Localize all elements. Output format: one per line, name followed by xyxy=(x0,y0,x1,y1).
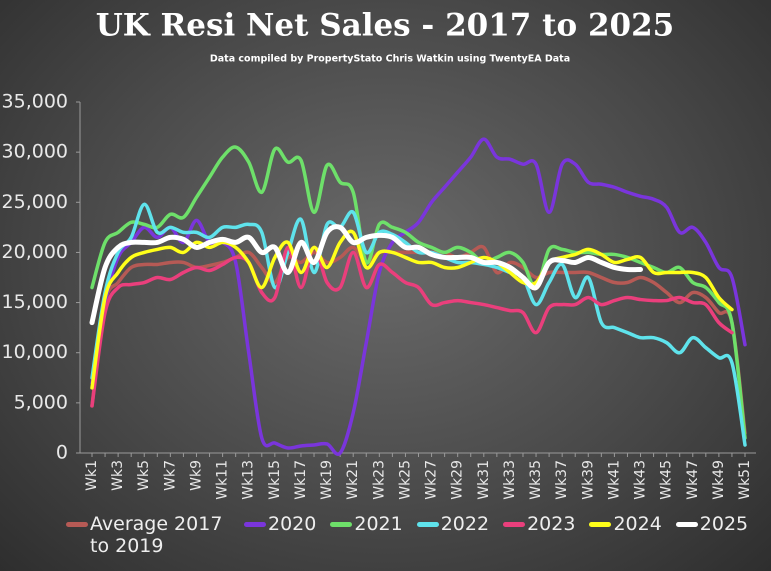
x-tick-label: Wk1 xyxy=(84,460,100,491)
legend-swatch xyxy=(330,522,353,527)
x-tick-label: Wk51 xyxy=(737,460,753,500)
x-tick-label: Wk13 xyxy=(241,460,257,500)
x-tick-label: Wk23 xyxy=(371,460,387,500)
y-tick-label: 25,000 xyxy=(2,191,68,213)
series-line xyxy=(90,245,734,408)
y-tick-label: 15,000 xyxy=(2,291,68,313)
legend-item: Average 2017 to 2019 xyxy=(66,513,230,557)
series-line xyxy=(90,145,747,440)
legend-item: 2024 xyxy=(589,513,662,535)
x-tick-label: Wk11 xyxy=(215,460,231,500)
y-tick-label: 5,000 xyxy=(14,391,68,413)
legend-label: 2022 xyxy=(440,513,490,535)
legend-label: 2025 xyxy=(699,513,749,535)
y-tick-label: 20,000 xyxy=(2,241,68,263)
legend-swatch xyxy=(503,522,526,527)
x-tick-label: Wk49 xyxy=(711,460,727,500)
x-tick-label: Wk37 xyxy=(554,460,570,500)
x-tick-label: Wk33 xyxy=(502,460,518,500)
x-tick-label: Wk15 xyxy=(267,460,283,500)
legend-item: 2025 xyxy=(675,513,749,535)
series-line xyxy=(90,244,747,435)
x-tick-label: Wk45 xyxy=(659,460,675,500)
y-tick-label: 0 xyxy=(56,442,68,464)
x-tick-label: Wk39 xyxy=(580,460,596,500)
legend-swatch xyxy=(675,522,698,527)
x-tick-label: Wk7 xyxy=(162,460,178,491)
legend-item: 2020 xyxy=(244,513,316,535)
legend-swatch xyxy=(66,522,88,527)
chart-subtitle: Data compiled by PropertyStato Chris Wat… xyxy=(210,54,570,65)
legend-label: Average 2017 to 2019 xyxy=(90,513,223,557)
x-tick-label: Wk43 xyxy=(633,460,649,500)
x-tick-label: Wk17 xyxy=(293,460,309,500)
y-tick-label: 35,000 xyxy=(2,91,68,113)
legend: Average 2017 to 2019 2020 2021 2022 2023 2024… xyxy=(66,513,762,557)
x-tick-label: Wk21 xyxy=(345,460,361,500)
series-line xyxy=(90,229,734,390)
x-tick-label: Wk19 xyxy=(319,460,335,500)
chart-title: UK Resi Net Sales - 2017 to 2025 xyxy=(96,8,674,44)
legend-label: 2023 xyxy=(527,513,576,535)
x-tick-label: Wk27 xyxy=(424,460,440,500)
legend-label: 2020 xyxy=(268,513,317,535)
x-tick-label: Wk29 xyxy=(450,460,466,500)
y-tick-label: 30,000 xyxy=(2,141,68,163)
legend-swatch xyxy=(589,522,612,527)
y-tick-label: 10,000 xyxy=(2,341,68,363)
x-tick-label: Wk31 xyxy=(476,460,492,500)
legend-label: 2024 xyxy=(613,513,662,535)
legend-item: 2021 xyxy=(330,513,403,535)
legend-item: 2023 xyxy=(503,513,575,535)
x-tick-label: Wk35 xyxy=(528,460,544,500)
x-tick-label: Wk5 xyxy=(136,460,152,491)
legend-item: 2022 xyxy=(416,513,490,535)
x-tick-label: Wk47 xyxy=(685,460,701,500)
x-tick-label: Wk9 xyxy=(188,460,204,491)
legend-swatch xyxy=(416,522,439,527)
series-line xyxy=(90,202,747,447)
x-tick-label: Wk3 xyxy=(110,460,126,491)
series-line xyxy=(90,137,747,456)
series-line xyxy=(89,224,644,326)
x-tick-label: Wk25 xyxy=(397,460,413,500)
legend-swatch xyxy=(244,522,266,527)
x-tick-label: Wk41 xyxy=(606,460,622,500)
legend-label: 2021 xyxy=(354,513,403,535)
